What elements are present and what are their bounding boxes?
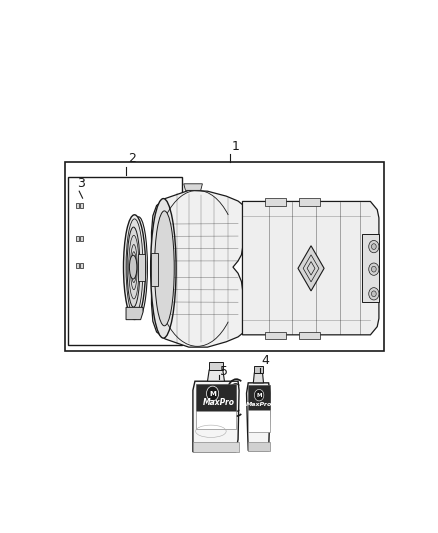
Circle shape — [137, 276, 139, 278]
Text: 3: 3 — [77, 177, 85, 190]
Bar — [299, 198, 320, 206]
Circle shape — [128, 270, 130, 272]
Ellipse shape — [130, 255, 137, 279]
Circle shape — [129, 272, 131, 274]
Bar — [138, 254, 145, 281]
Ellipse shape — [130, 217, 148, 317]
Bar — [208, 362, 223, 370]
Circle shape — [136, 255, 138, 257]
Circle shape — [130, 256, 132, 259]
Text: M: M — [256, 393, 262, 399]
Text: 1: 1 — [231, 140, 239, 153]
Text: M: M — [209, 391, 216, 397]
Bar — [80, 263, 83, 268]
Circle shape — [128, 262, 130, 264]
Bar — [76, 263, 79, 268]
Circle shape — [129, 258, 131, 261]
Bar — [68, 177, 182, 345]
Bar — [193, 441, 239, 452]
Circle shape — [138, 260, 141, 262]
Bar — [76, 203, 79, 208]
Bar — [80, 203, 83, 208]
Polygon shape — [184, 184, 202, 190]
Circle shape — [131, 277, 133, 279]
Bar — [299, 332, 320, 339]
Circle shape — [130, 276, 132, 278]
Circle shape — [134, 254, 135, 256]
Circle shape — [369, 263, 379, 276]
Ellipse shape — [126, 219, 143, 316]
Circle shape — [136, 277, 138, 279]
Circle shape — [139, 270, 141, 272]
Circle shape — [133, 254, 134, 256]
Circle shape — [129, 260, 131, 262]
Polygon shape — [253, 373, 264, 383]
Bar — [80, 236, 83, 241]
Text: MaxPro: MaxPro — [203, 398, 235, 407]
Circle shape — [131, 255, 133, 257]
Bar — [196, 384, 237, 411]
Circle shape — [254, 390, 264, 401]
Polygon shape — [126, 308, 143, 320]
Bar — [247, 441, 270, 450]
Text: 5: 5 — [220, 365, 228, 378]
Circle shape — [134, 254, 137, 256]
Circle shape — [139, 268, 141, 270]
Circle shape — [369, 240, 379, 253]
Circle shape — [129, 274, 131, 276]
Bar — [152, 253, 158, 286]
Circle shape — [139, 262, 141, 264]
Circle shape — [135, 254, 138, 257]
Polygon shape — [152, 190, 245, 347]
Ellipse shape — [151, 199, 176, 338]
Bar — [254, 366, 263, 373]
Polygon shape — [298, 246, 324, 291]
Circle shape — [133, 278, 134, 280]
Circle shape — [134, 278, 135, 281]
Circle shape — [128, 264, 130, 266]
Text: MaxPro: MaxPro — [246, 402, 272, 407]
Circle shape — [134, 278, 137, 280]
Circle shape — [371, 266, 376, 272]
Polygon shape — [247, 383, 270, 450]
Polygon shape — [193, 381, 239, 452]
Circle shape — [128, 266, 130, 268]
Ellipse shape — [155, 211, 174, 326]
Bar — [76, 236, 79, 241]
Polygon shape — [208, 370, 224, 381]
Bar — [362, 235, 379, 302]
Text: 4: 4 — [261, 354, 269, 367]
Circle shape — [369, 288, 379, 300]
Circle shape — [128, 268, 130, 270]
Ellipse shape — [127, 227, 140, 307]
Polygon shape — [243, 201, 379, 335]
Circle shape — [131, 254, 134, 257]
Circle shape — [206, 386, 219, 401]
Bar — [196, 411, 237, 429]
Circle shape — [138, 272, 141, 274]
Ellipse shape — [124, 215, 145, 319]
Circle shape — [371, 291, 376, 297]
Circle shape — [138, 258, 140, 261]
Bar — [265, 332, 286, 339]
Circle shape — [139, 264, 141, 266]
Circle shape — [137, 256, 139, 259]
Circle shape — [131, 278, 134, 280]
Bar — [65, 163, 384, 351]
Bar — [248, 410, 270, 432]
Circle shape — [135, 278, 138, 280]
Circle shape — [139, 266, 141, 268]
Bar — [248, 385, 270, 410]
Circle shape — [138, 274, 140, 276]
Bar — [265, 198, 286, 206]
Circle shape — [371, 244, 376, 249]
Text: 2: 2 — [128, 152, 136, 165]
